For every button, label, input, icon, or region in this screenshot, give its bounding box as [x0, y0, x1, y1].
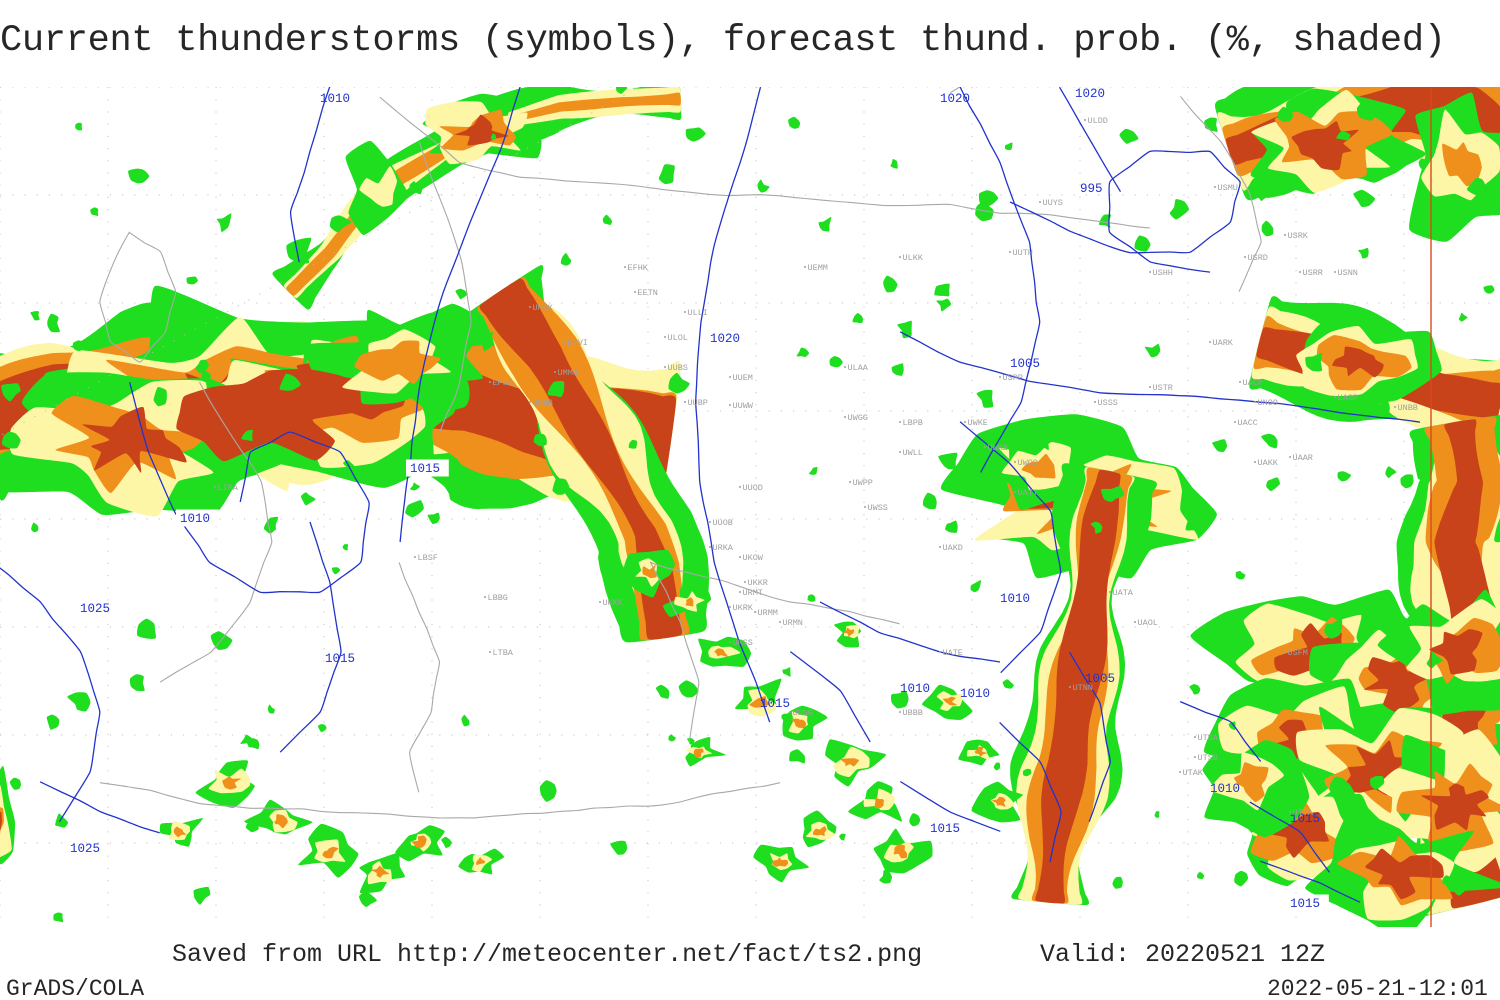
svg-text:URSS: URSS [733, 638, 753, 648]
svg-text:UWGG: UWGG [848, 413, 868, 423]
svg-text:1010: 1010 [900, 682, 930, 696]
svg-text:UKKK: UKKK [603, 598, 624, 608]
svg-text:UKKR: UKKR [748, 578, 768, 588]
svg-text:UUBS: UUBS [668, 363, 688, 373]
svg-text:URMT: URMT [743, 588, 763, 598]
svg-text:LIRA: LIRA [218, 483, 239, 493]
svg-text:UAKK: UAKK [1258, 458, 1279, 468]
svg-text:UWPP: UWPP [853, 478, 873, 488]
svg-text:UWOO: UWOO [1018, 458, 1038, 468]
svg-text:USMU: USMU [1218, 183, 1238, 193]
svg-text:USRK: USRK [1288, 231, 1309, 241]
svg-text:EYVI: EYVI [568, 338, 588, 348]
svg-text:1015: 1015 [930, 822, 960, 836]
svg-text:1015: 1015 [410, 462, 440, 476]
svg-text:USFM: USFM [1288, 648, 1308, 658]
svg-text:EETN: EETN [638, 288, 658, 298]
svg-text:UAKD: UAKD [943, 543, 963, 553]
svg-text:UTSA: UTSA [1198, 733, 1219, 743]
svg-text:LBSF: LBSF [418, 553, 438, 563]
svg-text:UWKE: UWKE [968, 418, 988, 428]
svg-text:USRR: USRR [1303, 268, 1323, 278]
svg-text:UNBB: UNBB [1398, 403, 1418, 413]
svg-text:UTNN: UTNN [1073, 683, 1093, 693]
svg-text:UUEM: UUEM [733, 373, 753, 383]
svg-text:EPWA: EPWA [493, 378, 514, 388]
svg-text:UUBP: UUBP [688, 398, 708, 408]
svg-text:UTTA: UTTA [1293, 808, 1314, 818]
svg-text:UASP: UASP [1338, 393, 1358, 403]
svg-text:USPP: USPP [1003, 373, 1023, 383]
svg-text:USSS: USSS [1098, 398, 1118, 408]
svg-text:1010: 1010 [1210, 782, 1240, 796]
svg-text:UMKK: UMKK [533, 303, 554, 313]
svg-text:UWLL: UWLL [903, 448, 923, 458]
svg-text:USHH: USHH [1153, 268, 1173, 278]
svg-text:UAOL: UAOL [1138, 618, 1158, 628]
svg-text:UMBB: UMBB [533, 398, 553, 408]
svg-text:UUWW: UUWW [733, 401, 754, 411]
svg-text:USTR: USTR [1153, 383, 1173, 393]
svg-text:EFHK: EFHK [628, 263, 649, 273]
svg-text:1025: 1025 [70, 842, 100, 856]
svg-text:1020: 1020 [940, 92, 970, 106]
svg-text:USNN: USNN [1338, 268, 1358, 278]
svg-text:UMMG: UMMG [558, 368, 578, 378]
svg-text:UBBB: UBBB [903, 708, 923, 718]
svg-text:LBPB: LBPB [903, 418, 923, 428]
svg-text:UNOO: UNOO [1258, 398, 1278, 408]
svg-text:1010: 1010 [180, 512, 210, 526]
svg-text:URMN: URMN [783, 618, 803, 628]
svg-text:UWKB: UWKB [988, 443, 1008, 453]
svg-text:ULDD: ULDD [1088, 116, 1108, 126]
svg-text:UUYS: UUYS [1043, 198, 1063, 208]
svg-text:ULLI: ULLI [688, 308, 708, 318]
svg-text:1005: 1005 [1010, 357, 1040, 371]
svg-text:LBBG: LBBG [488, 593, 508, 603]
svg-text:UDSG: UDSG [793, 708, 813, 718]
svg-text:1010: 1010 [320, 92, 350, 106]
svg-text:UEMM: UEMM [808, 263, 828, 273]
svg-text:UWSS: UWSS [868, 503, 888, 513]
svg-text:ULAA: ULAA [848, 363, 869, 373]
svg-text:UTSB: UTSB [1198, 753, 1218, 763]
svg-text:LTBA: LTBA [493, 648, 514, 658]
svg-text:ULKK: ULKK [903, 253, 924, 263]
svg-text:1015: 1015 [325, 652, 355, 666]
svg-text:1025: 1025 [80, 602, 110, 616]
svg-text:UAAR: UAAR [1293, 453, 1313, 463]
svg-text:UATA: UATA [1113, 588, 1134, 598]
svg-text:UACP: UACP [1243, 378, 1263, 388]
svg-text:UACC: UACC [1238, 418, 1258, 428]
svg-text:1015: 1015 [1290, 897, 1320, 911]
svg-text:1010: 1010 [1000, 592, 1030, 606]
svg-text:UKOW: UKOW [743, 553, 764, 563]
svg-text:ULOL: ULOL [668, 333, 688, 343]
svg-text:UUOB: UUOB [713, 518, 733, 528]
svg-text:UKRK: UKRK [733, 603, 754, 613]
svg-text:1020: 1020 [1075, 87, 1105, 101]
svg-text:USRD: USRD [1248, 253, 1268, 263]
svg-text:995: 995 [1080, 182, 1103, 196]
svg-text:URKA: URKA [713, 543, 734, 553]
svg-text:UUTH: UUTH [1013, 248, 1033, 258]
svg-text:1010: 1010 [960, 687, 990, 701]
svg-text:UTAK: UTAK [1183, 768, 1204, 778]
svg-text:UATT: UATT [1018, 488, 1038, 498]
svg-text:1015: 1015 [760, 697, 790, 711]
svg-text:UATE: UATE [943, 648, 963, 658]
svg-text:1020: 1020 [710, 332, 740, 346]
svg-text:UARK: UARK [1213, 338, 1234, 348]
svg-text:UUOD: UUOD [743, 483, 763, 493]
svg-text:URMM: URMM [758, 608, 778, 618]
